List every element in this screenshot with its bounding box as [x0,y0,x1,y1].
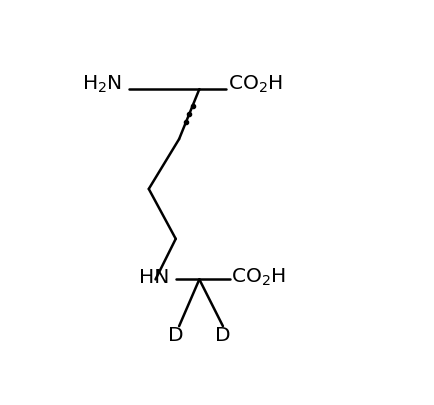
Text: D: D [168,326,183,345]
Text: HN: HN [138,268,168,287]
Text: CO$_2$H: CO$_2$H [227,74,282,95]
Text: H$_2$N: H$_2$N [82,74,122,95]
Text: D: D [215,326,230,345]
Text: CO$_2$H: CO$_2$H [231,267,286,288]
